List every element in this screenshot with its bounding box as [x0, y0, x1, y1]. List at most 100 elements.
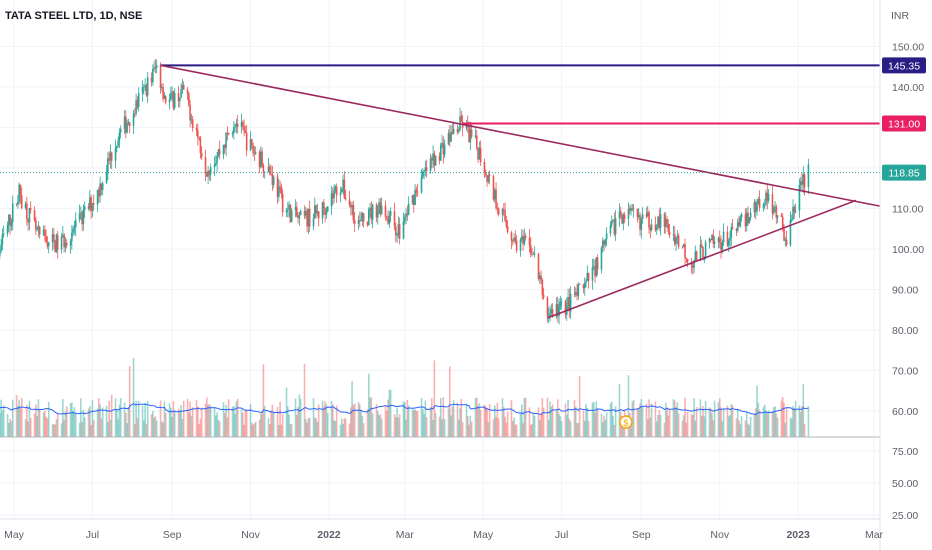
candle-body	[532, 254, 535, 255]
candle-body	[96, 189, 99, 205]
volume-bar	[191, 407, 194, 437]
candle-body	[0, 244, 2, 251]
candle-body	[738, 222, 740, 226]
volume-bar	[560, 420, 563, 437]
candle-body	[432, 153, 434, 161]
candle-body	[583, 282, 586, 289]
price-axis[interactable]: 150.00140.00130.00120.00110.00100.0090.0…	[892, 42, 924, 523]
candle-body	[267, 166, 270, 173]
volume-bar	[748, 424, 751, 437]
lower-pane-tick-label: 75.00	[892, 446, 918, 458]
volume-bar	[137, 400, 140, 437]
volume-bar	[793, 407, 796, 437]
volume-bar	[432, 419, 434, 437]
volume-bar	[315, 418, 317, 437]
candle-body	[108, 158, 110, 161]
candle-body	[600, 247, 603, 270]
candle-body	[407, 203, 410, 215]
volume-bar	[26, 405, 28, 437]
candle-body	[592, 266, 595, 268]
candle-body	[628, 208, 631, 211]
volume-bar	[96, 408, 99, 437]
candle-body	[159, 65, 162, 89]
volume-bar	[510, 399, 513, 437]
candle-body	[18, 184, 20, 202]
volume-bar	[65, 406, 68, 437]
candle-body	[91, 203, 94, 211]
volume-bar	[353, 403, 356, 437]
candle-body	[137, 93, 140, 107]
volume-bar	[272, 412, 275, 437]
volume-bar	[646, 419, 649, 437]
candle-body	[271, 174, 274, 185]
volume-bar	[658, 410, 661, 437]
candle-body	[798, 184, 801, 211]
candle-body	[560, 301, 563, 303]
candle-body	[348, 199, 351, 205]
candle-body	[533, 253, 536, 255]
volume-bar	[82, 409, 85, 437]
volume-bar	[352, 404, 355, 437]
candle-body	[24, 203, 27, 208]
candle-body	[677, 235, 680, 247]
trendline-ascending[interactable]	[547, 199, 857, 319]
candle-body	[6, 224, 9, 234]
volume-bar	[321, 400, 324, 437]
time-axis[interactable]: May Jul Sep Nov 2022 Mar May Jul Sep Nov 2023 Mar	[4, 529, 883, 541]
volume-bar	[98, 398, 100, 437]
volume-bar	[207, 405, 209, 437]
volume-bar	[8, 422, 10, 437]
candle-body	[200, 153, 203, 158]
volume-bar	[294, 398, 297, 437]
candle-body	[460, 116, 463, 122]
volume-bar	[712, 420, 715, 437]
candle-body	[344, 198, 347, 200]
volume-bar	[591, 402, 594, 437]
candle-body	[523, 235, 526, 245]
drawing-overlays[interactable]: $	[0, 64, 881, 429]
volume-bar	[360, 409, 362, 437]
candle-body	[207, 170, 209, 177]
volume-bar	[682, 415, 685, 437]
candle-body	[540, 275, 542, 280]
volume-bar	[739, 424, 742, 437]
volume-bar	[573, 399, 576, 437]
volume-bar	[520, 404, 523, 437]
candle-body	[529, 245, 532, 255]
candle-body	[245, 133, 248, 151]
volume-bar	[414, 409, 416, 437]
candle-body	[188, 93, 190, 105]
candle-body	[415, 189, 418, 192]
volume-bar	[245, 409, 248, 437]
candle-body	[116, 145, 118, 148]
candle-body	[783, 228, 785, 241]
trendline-descending[interactable]	[160, 64, 881, 207]
candle-body	[186, 89, 189, 94]
candle-body	[312, 218, 315, 227]
candle-body	[451, 131, 454, 134]
candle-body	[406, 213, 409, 215]
candle-body	[240, 121, 243, 127]
volume-bar	[306, 422, 308, 437]
candle-body	[747, 212, 749, 224]
candle-body	[173, 93, 176, 108]
candle-body	[784, 239, 787, 241]
volume-bar	[470, 421, 473, 437]
candle-body	[568, 297, 571, 312]
volume-bar	[558, 413, 560, 437]
candle-body	[682, 244, 685, 248]
candle-body	[659, 213, 662, 228]
volume-bar	[529, 424, 532, 437]
volume-bar	[153, 417, 155, 437]
candle-body	[745, 212, 748, 227]
volume-bar	[393, 414, 396, 437]
candle-body	[233, 127, 235, 133]
candle-body	[258, 152, 261, 168]
volume-bar	[434, 412, 437, 437]
candle-body	[519, 239, 522, 251]
candle-body	[720, 242, 722, 251]
volume-bar	[421, 409, 424, 437]
dividend-marker-icon[interactable]	[619, 415, 633, 429]
volume-bar	[35, 404, 37, 437]
